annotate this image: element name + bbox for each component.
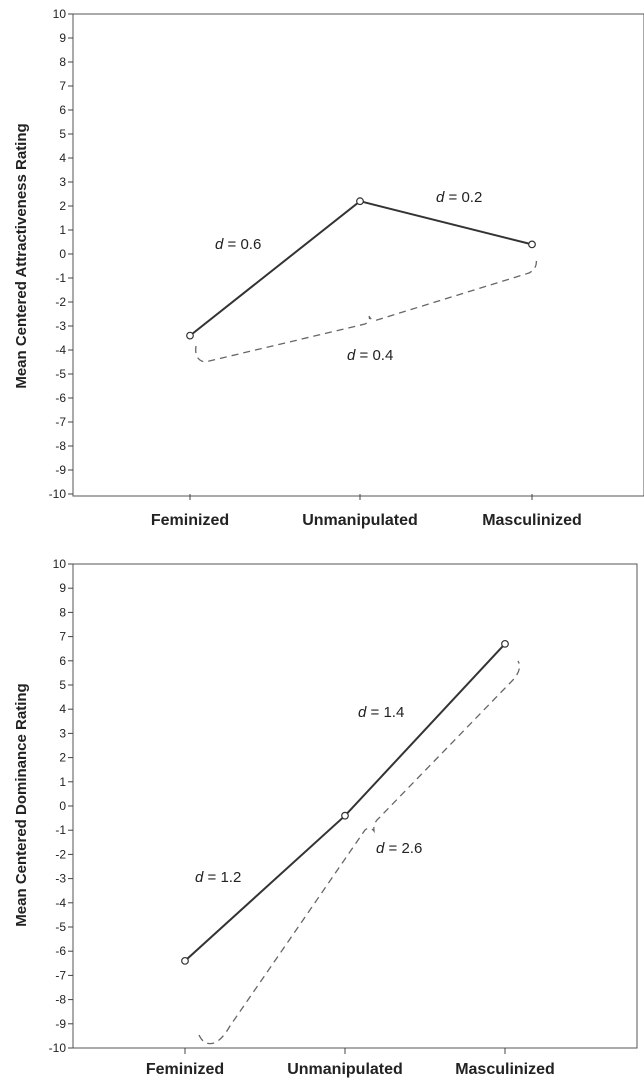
effect-symbol: d xyxy=(436,189,445,206)
series xyxy=(181,639,509,965)
effect-label-fem-unman: d = 0.6 xyxy=(215,236,261,253)
x-axis: Feminized Unmanipulated Masculinized xyxy=(151,494,582,529)
y-tick-label: -8 xyxy=(55,993,66,1007)
effect-label-unman-masc: d = 1.4 xyxy=(358,704,404,721)
effect-label-fem-masc: d = 2.6 xyxy=(376,840,422,857)
effect-value: = 0.6 xyxy=(223,236,261,253)
y-tick-label: 4 xyxy=(59,702,66,716)
y-tick-label: 0 xyxy=(59,247,66,261)
effect-label-fem-masc: d = 0.4 xyxy=(347,347,393,364)
y-tick-label: -2 xyxy=(55,295,66,309)
y-tick-label: 3 xyxy=(59,726,66,740)
y-tick-label: -5 xyxy=(55,920,66,934)
effect-symbol: d xyxy=(215,236,224,253)
y-tick-label: -10 xyxy=(49,1041,67,1055)
y-tick-label: 0 xyxy=(59,799,66,813)
plot-frame xyxy=(72,13,644,497)
x-category-label: Feminized xyxy=(151,512,229,529)
y-tick-label: 2 xyxy=(59,751,66,765)
y-tick-label: 7 xyxy=(59,630,66,644)
y-tick-label: 7 xyxy=(59,79,66,93)
y-tick-label: -9 xyxy=(55,1017,66,1031)
y-tick-label: 5 xyxy=(59,127,66,141)
y-tick-label: -2 xyxy=(55,847,66,861)
dashed-bracket xyxy=(198,660,521,1045)
effect-label-fem-unman: d = 1.2 xyxy=(195,869,241,886)
y-tick-label: 2 xyxy=(59,199,66,213)
y-tick-label: 6 xyxy=(59,103,66,117)
y-tick-label: -7 xyxy=(55,415,66,429)
effect-value: = 2.6 xyxy=(384,840,422,857)
x-category-label: Masculinized xyxy=(455,1061,555,1078)
y-tick-label: -4 xyxy=(55,343,66,357)
y-tick-label: -6 xyxy=(55,391,66,405)
effect-symbol: d xyxy=(195,869,204,886)
series xyxy=(186,197,536,340)
series-line xyxy=(189,200,533,337)
x-category-label: Feminized xyxy=(146,1061,224,1078)
dashed-bracket xyxy=(195,258,537,363)
y-tick-label: 9 xyxy=(59,581,66,595)
y-tick-label: 10 xyxy=(53,7,67,21)
effect-symbol: d xyxy=(347,347,356,364)
x-axis: Feminized Unmanipulated Masculinized xyxy=(146,1048,555,1078)
effect-label-unman-masc: d = 0.2 xyxy=(436,189,482,206)
y-tick-label: -6 xyxy=(55,944,66,958)
effect-brackets xyxy=(198,660,521,1045)
series-line xyxy=(184,643,506,962)
y-tick-label: -9 xyxy=(55,463,66,477)
effect-value: = 1.2 xyxy=(203,869,241,886)
y-tick-label: 8 xyxy=(59,55,66,69)
y-tick-label: 9 xyxy=(59,31,66,45)
y-tick-label: 1 xyxy=(59,223,66,237)
effect-value: = 0.2 xyxy=(444,189,482,206)
y-axis-title: Mean Centered Dominance Rating xyxy=(13,683,30,926)
y-tick-label: -1 xyxy=(55,823,66,837)
y-tick-label: -1 xyxy=(55,271,66,285)
y-tick-label: 3 xyxy=(59,175,66,189)
y-tick-label: -3 xyxy=(55,319,66,333)
effect-symbol: d xyxy=(376,840,385,857)
data-point xyxy=(186,331,194,340)
y-tick-label: -5 xyxy=(55,367,66,381)
data-point xyxy=(528,240,536,249)
y-tick-label: 1 xyxy=(59,775,66,789)
data-point xyxy=(181,956,189,965)
effect-symbol: d xyxy=(358,704,367,721)
data-point xyxy=(341,811,349,820)
y-tick-label: -3 xyxy=(55,872,66,886)
y-tick-label: 5 xyxy=(59,678,66,692)
y-tick-label: -7 xyxy=(55,968,66,982)
data-point xyxy=(501,639,509,648)
effect-value: = 1.4 xyxy=(366,704,404,721)
y-tick-label: 8 xyxy=(59,605,66,619)
y-tick-label: -8 xyxy=(55,439,66,453)
y-tick-label: 6 xyxy=(59,654,66,668)
x-category-label: Unmanipulated xyxy=(287,1061,403,1078)
y-tick-label: 10 xyxy=(53,557,67,571)
y-tick-label: -4 xyxy=(55,896,66,910)
x-category-label: Masculinized xyxy=(482,512,582,529)
effect-brackets xyxy=(195,258,537,363)
x-category-label: Unmanipulated xyxy=(302,512,418,529)
y-tick-label: -10 xyxy=(49,487,67,501)
y-tick-label: 4 xyxy=(59,151,66,165)
effect-value: = 0.4 xyxy=(355,347,393,364)
data-point xyxy=(356,197,364,206)
y-axis-title: Mean Centered Attractiveness Rating xyxy=(13,123,30,388)
